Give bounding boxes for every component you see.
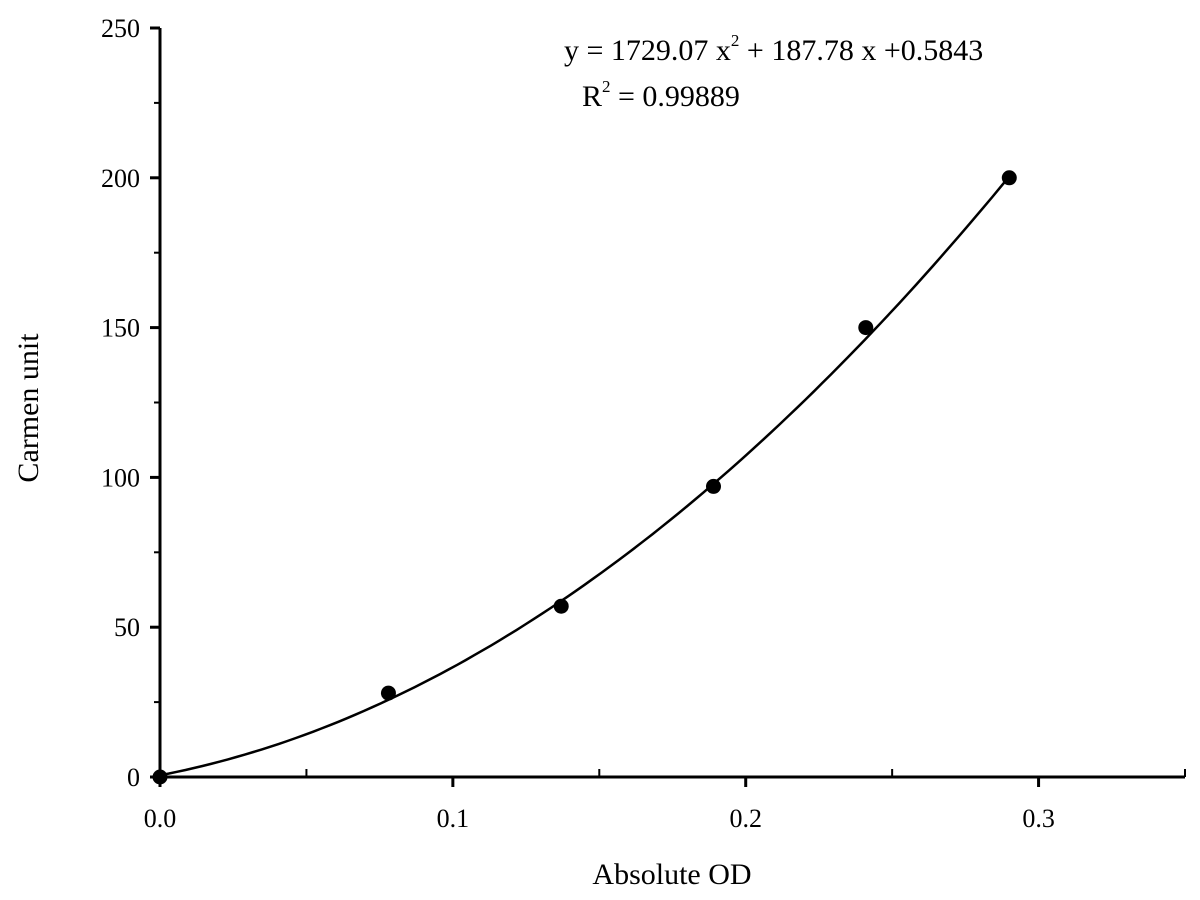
ticks: 0.0 0.1 0.2 0.3 0 50 100 150 200 250 (101, 14, 1186, 833)
x-tick-label: 0.2 (729, 804, 762, 833)
data-point (706, 478, 721, 494)
data-points (152, 170, 1017, 785)
x-tick-label: 0.1 (437, 804, 470, 833)
x-axis-label: Absolute OD (592, 858, 751, 891)
y-tick-label: 100 (101, 463, 140, 492)
r2-suffix: = 0.99889 (611, 80, 740, 113)
data-point (152, 769, 168, 785)
data-point (858, 320, 874, 336)
y-tick-label: 50 (114, 613, 140, 642)
fit-equation: y = 1729.07 x2 + 187.78 x +0.5843 (564, 31, 983, 67)
x-tick-label: 0.3 (1022, 804, 1055, 833)
equation-suffix: + 187.78 x +0.5843 (739, 34, 983, 67)
y-axis-label: Carmen unit (12, 333, 45, 483)
y-tick-label: 150 (101, 314, 140, 343)
axes (158, 28, 1185, 779)
r2-sup: 2 (602, 77, 611, 96)
fit-curve (159, 175, 1011, 777)
x-tick-label: 0.0 (144, 804, 177, 833)
r-squared: R2 = 0.99889 (582, 77, 740, 113)
data-point (553, 598, 569, 614)
r2-prefix: R (582, 80, 602, 113)
data-point (1001, 170, 1017, 186)
equation-prefix: y = 1729.07 x (564, 34, 731, 67)
y-tick-label: 250 (101, 14, 140, 43)
y-tick-label: 0 (127, 763, 140, 792)
y-tick-label: 200 (101, 164, 140, 193)
equation-sup: 2 (731, 31, 740, 50)
data-point (380, 685, 396, 701)
